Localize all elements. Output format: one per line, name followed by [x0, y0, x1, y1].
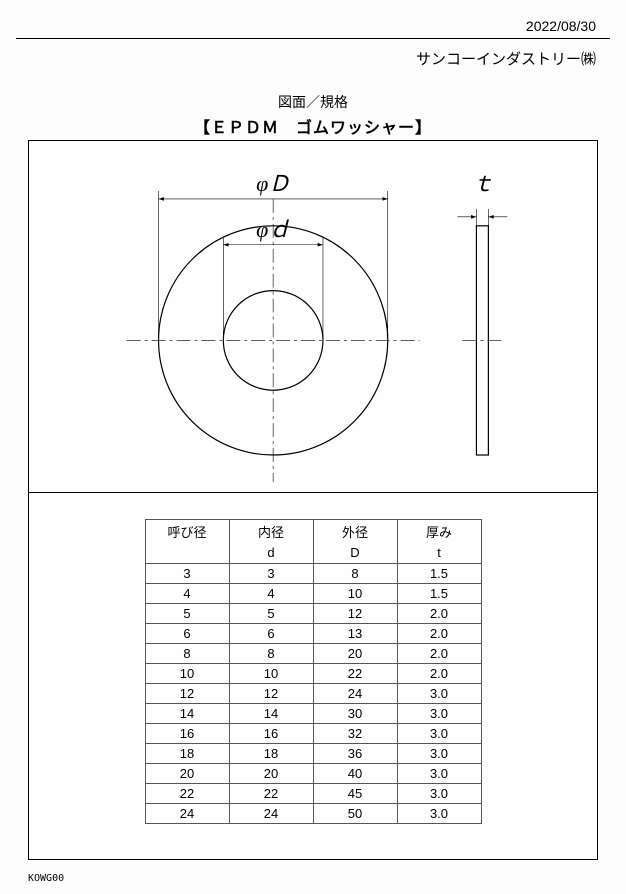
diagram-panel: φＤ φｄ [29, 141, 597, 493]
th-t-top: 厚み [397, 520, 481, 544]
table-cell: 3 [229, 563, 313, 583]
th-d-bot: d [229, 543, 313, 563]
th-D-top: 外径 [313, 520, 397, 544]
table-row: 55122.0 [145, 603, 481, 623]
table-cell: 3.0 [397, 783, 481, 803]
table-panel: 呼び径 内径 外径 厚み d D t 3381.544101.555122.06… [29, 493, 597, 859]
table-cell: 4 [229, 583, 313, 603]
label-outer-dia: φＤ [256, 171, 290, 196]
table-row: 2424503.0 [145, 803, 481, 823]
table-cell: 18 [229, 743, 313, 763]
table-row: 1616323.0 [145, 723, 481, 743]
table-cell: 24 [313, 683, 397, 703]
title-block: 図面／規格 【ＥＰＤＭ ゴムワッシャー】 [0, 92, 626, 138]
label-inner-dia: φｄ [256, 217, 290, 242]
table-cell: 50 [313, 803, 397, 823]
table-cell: 3.0 [397, 763, 481, 783]
table-cell: 2.0 [397, 643, 481, 663]
table-cell: 20 [145, 763, 229, 783]
header-rule [16, 38, 610, 39]
table-cell: 10 [229, 663, 313, 683]
company-name: サンコーインダストリー㈱ [416, 48, 596, 69]
table-cell: 22 [229, 783, 313, 803]
washer-diagram: φＤ φｄ [29, 141, 597, 492]
table-cell: 14 [145, 703, 229, 723]
table-cell: 12 [229, 683, 313, 703]
table-cell: 24 [145, 803, 229, 823]
th-D-bot: D [313, 543, 397, 563]
table-row: 44101.5 [145, 583, 481, 603]
table-cell: 13 [313, 623, 397, 643]
table-cell: 45 [313, 783, 397, 803]
table-cell: 12 [145, 683, 229, 703]
table-cell: 20 [313, 643, 397, 663]
table-cell: 8 [229, 643, 313, 663]
table-cell: 32 [313, 723, 397, 743]
table-row: 1010222.0 [145, 663, 481, 683]
table-row: 2222453.0 [145, 783, 481, 803]
table-cell: 8 [145, 643, 229, 663]
title-line1: 図面／規格 [0, 92, 626, 112]
table-cell: 14 [229, 703, 313, 723]
spec-table-body: 3381.544101.555122.066132.088202.0101022… [145, 563, 481, 823]
table-cell: 40 [313, 763, 397, 783]
table-row: 1212243.0 [145, 683, 481, 703]
table-row: 3381.5 [145, 563, 481, 583]
table-cell: 30 [313, 703, 397, 723]
th-t-bot: t [397, 543, 481, 563]
table-cell: 3.0 [397, 803, 481, 823]
page: 2022/08/30 サンコーインダストリー㈱ 図面／規格 【ＥＰＤＭ ゴムワッ… [0, 0, 626, 894]
table-cell: 2.0 [397, 623, 481, 643]
table-row: 1414303.0 [145, 703, 481, 723]
th-nominal-bot [145, 543, 229, 563]
side-view: ｔ [457, 171, 507, 455]
table-cell: 8 [313, 563, 397, 583]
footer-code: KOWG00 [28, 873, 64, 884]
spec-table: 呼び径 内径 外径 厚み d D t 3381.544101.555122.06… [145, 519, 482, 824]
table-cell: 5 [229, 603, 313, 623]
table-cell: 10 [145, 663, 229, 683]
table-cell: 3.0 [397, 743, 481, 763]
title-line2: 【ＥＰＤＭ ゴムワッシャー】 [0, 114, 626, 138]
label-thickness: ｔ [471, 171, 493, 196]
table-cell: 5 [145, 603, 229, 623]
table-cell: 16 [145, 723, 229, 743]
drawing-frame: φＤ φｄ [28, 140, 598, 860]
table-cell: 10 [313, 583, 397, 603]
table-cell: 3.0 [397, 723, 481, 743]
table-row: 88202.0 [145, 643, 481, 663]
table-cell: 20 [229, 763, 313, 783]
table-cell: 1.5 [397, 583, 481, 603]
table-cell: 18 [145, 743, 229, 763]
table-cell: 3.0 [397, 703, 481, 723]
table-cell: 36 [313, 743, 397, 763]
table-cell: 4 [145, 583, 229, 603]
table-cell: 22 [313, 663, 397, 683]
table-cell: 2.0 [397, 603, 481, 623]
table-cell: 6 [145, 623, 229, 643]
th-nominal-top: 呼び径 [145, 520, 229, 544]
table-cell: 12 [313, 603, 397, 623]
table-cell: 2.0 [397, 663, 481, 683]
table-row: 1818363.0 [145, 743, 481, 763]
table-row: 66132.0 [145, 623, 481, 643]
header-date: 2022/08/30 [526, 18, 596, 34]
front-view: φＤ φｄ [127, 171, 420, 482]
table-cell: 1.5 [397, 563, 481, 583]
table-cell: 6 [229, 623, 313, 643]
table-row: 2020403.0 [145, 763, 481, 783]
table-cell: 3 [145, 563, 229, 583]
table-cell: 22 [145, 783, 229, 803]
spec-table-head: 呼び径 内径 外径 厚み d D t [145, 520, 481, 564]
table-cell: 24 [229, 803, 313, 823]
th-d-top: 内径 [229, 520, 313, 544]
table-cell: 16 [229, 723, 313, 743]
table-cell: 3.0 [397, 683, 481, 703]
